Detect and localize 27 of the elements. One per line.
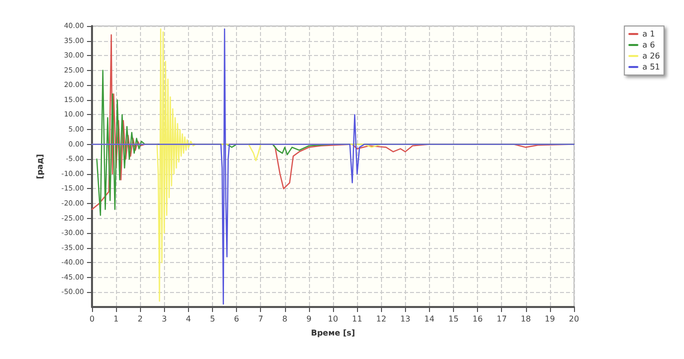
x-tick-label: 19 xyxy=(544,314,555,324)
x-tick-label: 3 xyxy=(162,314,167,324)
legend-label: a 1 xyxy=(642,30,655,38)
x-tick-label: 0 xyxy=(89,314,95,324)
legend-label: a 51 xyxy=(642,62,660,72)
x-tick-label: 17 xyxy=(496,314,507,324)
x-tick-label: 15 xyxy=(448,314,459,324)
legend-label: a 6 xyxy=(642,40,655,50)
x-tick-label: 4 xyxy=(186,314,191,324)
x-tick-label: 8 xyxy=(282,314,288,324)
x-tick-label: 18 xyxy=(520,314,531,324)
y-axis-title: [рад] xyxy=(36,154,44,179)
legend-label: a 26 xyxy=(642,52,660,60)
x-tick-label: 13 xyxy=(400,314,410,324)
x-tick-label: 14 xyxy=(424,314,434,324)
x-tick-label: 2 xyxy=(138,314,143,324)
x-axis-title: Време [s] xyxy=(310,328,356,338)
x-tick-label: 1 xyxy=(114,314,119,324)
x-tick-label: 10 xyxy=(328,314,338,324)
x-tick-label: 12 xyxy=(376,314,386,324)
x-tick-label: 11 xyxy=(352,314,362,324)
x-tick-label: 5 xyxy=(210,314,216,324)
x-tick-label: 16 xyxy=(472,314,483,324)
x-tick-label: 6 xyxy=(234,314,240,324)
x-tick-label: 9 xyxy=(306,314,312,324)
x-tick-label: 20 xyxy=(568,314,580,324)
x-tick-label: 7 xyxy=(258,314,264,324)
